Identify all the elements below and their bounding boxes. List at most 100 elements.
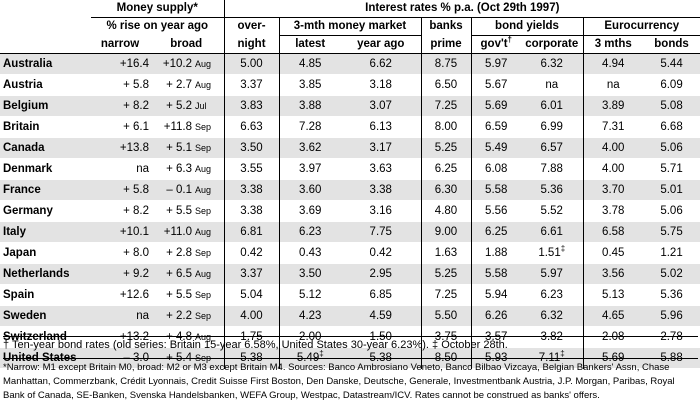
cell-govt: 6.26 xyxy=(470,305,521,327)
cell-bonds: 6.09 xyxy=(660,79,683,91)
cell-euro3: 4.00 xyxy=(582,137,643,159)
cell-euro3: 4.65 xyxy=(582,305,643,327)
cell-country: Britain xyxy=(3,121,40,133)
cell-overnight: 3.55 xyxy=(223,158,279,180)
cell-broad: +11.8 xyxy=(163,121,192,133)
cell-euro3: na xyxy=(582,74,643,96)
cell-corporate: 5.36 xyxy=(521,179,583,201)
table-row: France + 5.8– 0.1 Aug 3.38 3.60 3.38 6.30 5.58 5… xyxy=(0,179,700,201)
cell-year_ago: 6.62 xyxy=(341,53,421,75)
cell-euro3: 4.00 xyxy=(582,158,643,180)
cell-govt: 6.25 xyxy=(470,221,521,243)
cell-narrow: +13.2 xyxy=(119,331,149,343)
cell-euro3: 3.70 xyxy=(582,179,643,201)
year-ago-header: year ago xyxy=(341,35,421,54)
cell-latest: 3.50 xyxy=(278,263,341,285)
cell-country: Austria xyxy=(3,79,43,91)
cell-overnight: 5.00 xyxy=(223,53,279,75)
prime-header: prime xyxy=(420,35,471,54)
cell-govt: 5.97 xyxy=(470,53,521,75)
table-row: Germany + 8.2 + 5.5 Sep 3.38 3.69 3.16 4.80 5.56… xyxy=(0,200,700,222)
latest-header: latest xyxy=(278,35,341,54)
cell-euro3: 6.58 xyxy=(582,221,643,243)
cell-overnight: 6.81 xyxy=(223,221,279,243)
cell-prime: 4.80 xyxy=(420,200,471,222)
cell-narrow: + 8.2 xyxy=(91,95,149,117)
cell-prime: 1.63 xyxy=(420,242,471,264)
cell-year_ago: 6.85 xyxy=(369,289,392,301)
cell-month: Aug xyxy=(192,179,224,201)
cell-narrow: + 8.0 xyxy=(123,247,149,259)
cell-bonds: 5.96 xyxy=(643,305,700,327)
header-row-3: narrow broad night latest year ago prime… xyxy=(0,35,700,54)
pct-rise-header: % rise on year ago xyxy=(106,20,209,33)
table-row: Britain + 6.1 +11.8 Sep 6.63 7.28 6.13 8.00 6.59… xyxy=(0,116,700,138)
cell-broad: + 2.7 xyxy=(166,79,192,91)
cell-euro3: 2.08 xyxy=(582,326,643,348)
cell-latest: 5.12 xyxy=(278,284,341,306)
cell-broad: + 6.5 xyxy=(149,263,192,285)
cell-year_ago: 3.07 xyxy=(341,95,421,117)
cell-overnight: 3.38 xyxy=(223,179,279,201)
cell-broad: – 0.1 xyxy=(149,179,192,201)
cell-country: Italy xyxy=(0,221,91,243)
cell-latest: 0.43 xyxy=(278,242,341,264)
cell-prime: 6.25 xyxy=(420,158,471,180)
table-row: Italy +10.1 +11.0 Aug 6.81 6.23 7.75 9.00 6.25 6.… xyxy=(0,221,700,243)
cell-latest: 6.23 xyxy=(278,221,341,243)
cell-bonds: 5.08 xyxy=(643,95,700,117)
cell-year_ago: 2.95 xyxy=(341,263,421,285)
cell-corporate: 6.99 xyxy=(540,121,563,133)
cell-corporate: 1.51‡ xyxy=(538,244,566,259)
cell-euro3: 5.13 xyxy=(582,284,643,306)
cell-corporate: 3.82 xyxy=(540,331,563,343)
cell-latest: 3.60 xyxy=(278,179,341,201)
cell-corporate: 7.88 xyxy=(540,163,563,175)
cell-govt: 5.67 xyxy=(470,74,521,96)
cell-prime: 6.30 xyxy=(420,179,471,201)
overnight-header-1: over- xyxy=(223,17,279,36)
cell-govt: 5.94 xyxy=(470,284,521,306)
cell-corporate: 6.57 xyxy=(521,137,583,159)
cell-latest: 3.88 xyxy=(278,95,341,117)
cell-govt: 1.88 xyxy=(470,242,521,264)
three-mths-header: 3 mths xyxy=(582,35,643,54)
cell-country: Spain xyxy=(3,289,35,301)
cell-corporate: 6.61 xyxy=(521,221,583,243)
cell-narrow: + 6.1 xyxy=(123,121,149,133)
banks-header: banks xyxy=(420,17,471,36)
cell-month: Aug xyxy=(195,80,212,90)
cell-latest: 3.62 xyxy=(278,137,341,159)
cell-corporate: 6.32 xyxy=(521,305,583,327)
cell-prime: 8.75 xyxy=(420,53,471,75)
cell-broad: + 5.2 xyxy=(149,95,192,117)
cell-govt: 6.59 xyxy=(470,116,521,138)
cell-euro3: 3.78 xyxy=(582,200,643,222)
cell-broad: + 2.2 xyxy=(149,305,192,327)
table-row: Belgium + 8.2 + 5.2 Jul 3.83 3.88 3.07 7.25 5.69… xyxy=(0,95,700,117)
cell-latest: 3.97 xyxy=(278,158,341,180)
cell-year_ago: 3.63 xyxy=(369,163,392,175)
cell-govt: 6.08 xyxy=(470,158,521,180)
cell-euro3: 4.94 xyxy=(582,53,643,75)
cell-country: Switzerland xyxy=(3,331,67,343)
cell-bonds: 5.06 xyxy=(660,205,683,217)
cell-narrow: +10.1 xyxy=(91,221,149,243)
cell-narrow: + 8.2 xyxy=(123,205,149,217)
cell-prime: 5.25 xyxy=(420,137,471,159)
table-row: Netherlands + 9.2 + 6.5 Aug 3.37 3.50 2.95 5.25… xyxy=(0,263,700,285)
cell-month: Aug xyxy=(195,332,212,342)
cell-corporate: 5.97 xyxy=(521,263,583,285)
interest-rates-header: Interest rates % p.a. (Oct 29th 1997) xyxy=(223,0,700,18)
cell-prime: 8.50 xyxy=(420,347,471,369)
cell-govt: 3.57 xyxy=(470,326,521,348)
cell-broad: + 4.8 xyxy=(166,331,192,343)
cell-country: France xyxy=(0,179,91,201)
dagger-footnote: † Ten-year bond rates (old series: Brita… xyxy=(3,336,698,353)
cell-overnight: 3.83 xyxy=(223,95,279,117)
header-row-1: Money supply* Interest rates % p.a. (Oct… xyxy=(0,0,700,18)
cell-latest: 4.23 xyxy=(278,305,341,327)
table-body: Australia +16.4 +10.2 Aug 5.00 4.85 6.62 8.75 5.… xyxy=(0,53,700,369)
cell-bonds: 5.01 xyxy=(643,179,700,201)
cell-latest: 7.28 xyxy=(278,116,341,138)
